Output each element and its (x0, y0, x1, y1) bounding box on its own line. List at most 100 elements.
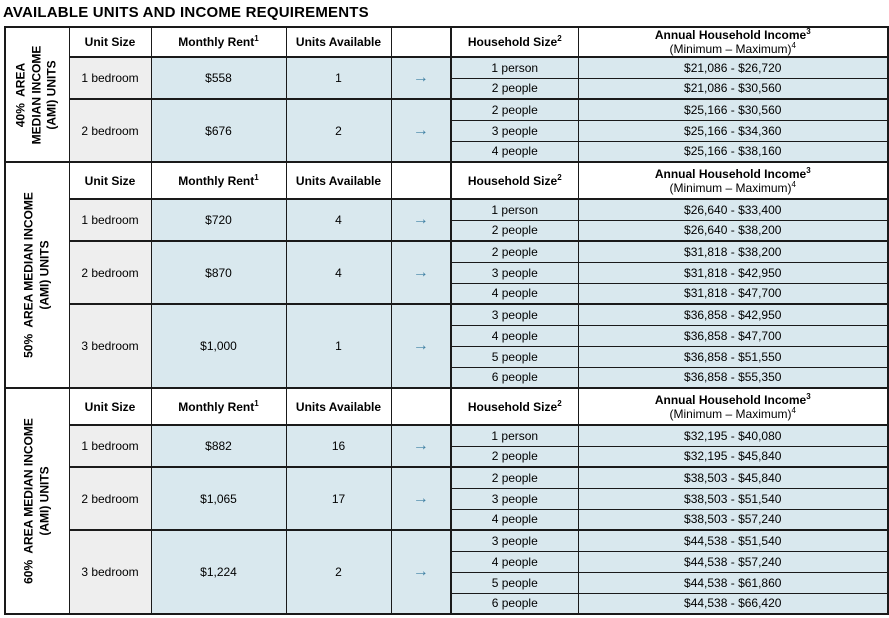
units-available-cell: 1 (285, 56, 392, 100)
unit-size-cell: 1 bedroom (68, 198, 152, 242)
right-arrow-icon: → (412, 337, 429, 354)
unit-size-cell: 3 bedroom (68, 529, 152, 615)
income-range-cell: $32,195 - $45,840 (577, 445, 889, 468)
units-available-cell: 17 (285, 466, 392, 531)
col-header-income: Annual Household Income3 (Minimum – Maxim… (577, 161, 889, 200)
col-header-unit-size: Unit Size (68, 161, 152, 200)
household-size-cell: 5 people (450, 571, 579, 594)
right-arrow-icon: → (412, 121, 429, 139)
ami-section-50-ami: 50% AREA MEDIAN INCOME (AMI) UNITS Unit Si… (4, 161, 889, 389)
ami-group-label: 60% AREA MEDIAN INCOME (AMI) UNITS (4, 387, 70, 615)
col-header-unit-size: Unit Size (68, 26, 152, 58)
col-header-monthly-rent: Monthly Rent1 (150, 387, 287, 426)
unit-size-cell: 2 bedroom (68, 240, 152, 305)
household-size-cell: 3 people (450, 261, 579, 284)
units-available-cell: 4 (285, 240, 392, 305)
right-arrow-icon: → (412, 437, 429, 454)
monthly-rent-cell: $558 (150, 56, 287, 100)
monthly-rent-cell: $676 (150, 98, 287, 163)
household-size-cell: 2 people (450, 466, 579, 489)
arrow-cell: → (390, 56, 452, 100)
col-header-income: Annual Household Income3 (Minimum – Maxim… (577, 387, 889, 426)
income-range-cell: $25,166 - $34,360 (577, 119, 889, 142)
arrow-cell: → (390, 529, 452, 615)
col-header-household-size: Household Size2 (450, 161, 579, 200)
arrow-cell: → (390, 466, 452, 531)
household-size-cell: 4 people (450, 508, 579, 531)
household-size-cell: 4 people (450, 282, 579, 305)
right-arrow-icon: → (412, 263, 429, 281)
units-income-table: 40% AREA MEDIAN INCOME (AMI) UNITS Unit Siz… (0, 26, 889, 615)
ami-group-label: 40% AREA MEDIAN INCOME (AMI) UNITS (4, 26, 70, 163)
household-size-cell: 1 person (450, 198, 579, 221)
income-range-cell: $38,503 - $45,840 (577, 466, 889, 489)
household-size-cell: 2 people (450, 219, 579, 242)
units-available-cell: 2 (285, 98, 392, 163)
unit-size-cell: 1 bedroom (68, 424, 152, 468)
household-size-cell: 3 people (450, 303, 579, 326)
monthly-rent-cell: $1,000 (150, 303, 287, 389)
income-range-cell: $36,858 - $47,700 (577, 324, 889, 347)
income-range-cell: $26,640 - $38,200 (577, 219, 889, 242)
income-range-cell: $21,086 - $30,560 (577, 77, 889, 100)
unit-size-cell: 3 bedroom (68, 303, 152, 389)
units-available-cell: 16 (285, 424, 392, 468)
income-range-cell: $44,538 - $61,860 (577, 571, 889, 594)
monthly-rent-cell: $720 (150, 198, 287, 242)
household-size-cell: 6 people (450, 592, 579, 615)
income-range-cell: $36,858 - $51,550 (577, 345, 889, 368)
monthly-rent-cell: $882 (150, 424, 287, 468)
arrow-cell: → (390, 240, 452, 305)
col-header-units-available: Units Available (285, 161, 392, 200)
income-range-cell: $44,538 - $66,420 (577, 592, 889, 615)
household-size-cell: 1 person (450, 424, 579, 447)
col-header-arrow (390, 161, 452, 200)
income-range-cell: $25,166 - $30,560 (577, 98, 889, 121)
household-size-cell: 2 people (450, 77, 579, 100)
household-size-cell: 1 person (450, 56, 579, 79)
income-range-cell: $21,086 - $26,720 (577, 56, 889, 79)
unit-size-cell: 2 bedroom (68, 98, 152, 163)
household-size-cell: 4 people (450, 324, 579, 347)
arrow-cell: → (390, 424, 452, 468)
household-size-cell: 4 people (450, 550, 579, 573)
units-available-cell: 1 (285, 303, 392, 389)
right-arrow-icon: → (412, 489, 429, 507)
arrow-cell: → (390, 98, 452, 163)
household-size-cell: 6 people (450, 366, 579, 389)
col-header-arrow (390, 387, 452, 426)
unit-size-cell: 2 bedroom (68, 466, 152, 531)
col-header-unit-size: Unit Size (68, 387, 152, 426)
income-range-cell: $31,818 - $38,200 (577, 240, 889, 263)
right-arrow-icon: → (412, 563, 429, 580)
ami-section-60-ami: 60% AREA MEDIAN INCOME (AMI) UNITS Unit Si… (4, 387, 889, 615)
household-size-cell: 4 people (450, 140, 579, 163)
col-header-household-size: Household Size2 (450, 26, 579, 58)
page-title: AVAILABLE UNITS AND INCOME REQUIREMENTS (3, 4, 369, 21)
right-arrow-icon: → (412, 211, 429, 228)
income-range-cell: $44,538 - $51,540 (577, 529, 889, 552)
col-header-household-size: Household Size2 (450, 387, 579, 426)
household-size-cell: 2 people (450, 445, 579, 468)
units-available-cell: 2 (285, 529, 392, 615)
income-range-cell: $26,640 - $33,400 (577, 198, 889, 221)
household-size-cell: 2 people (450, 98, 579, 121)
col-header-monthly-rent: Monthly Rent1 (150, 161, 287, 200)
monthly-rent-cell: $870 (150, 240, 287, 305)
units-available-cell: 4 (285, 198, 392, 242)
ami-group-label: 50% AREA MEDIAN INCOME (AMI) UNITS (4, 161, 70, 389)
income-range-cell: $44,538 - $57,240 (577, 550, 889, 573)
income-range-cell: $25,166 - $38,160 (577, 140, 889, 163)
household-size-cell: 3 people (450, 119, 579, 142)
col-header-units-available: Units Available (285, 26, 392, 58)
col-header-units-available: Units Available (285, 387, 392, 426)
income-range-cell: $32,195 - $40,080 (577, 424, 889, 447)
income-range-cell: $31,818 - $42,950 (577, 261, 889, 284)
arrow-cell: → (390, 198, 452, 242)
income-range-cell: $31,818 - $47,700 (577, 282, 889, 305)
household-size-cell: 3 people (450, 529, 579, 552)
monthly-rent-cell: $1,065 (150, 466, 287, 531)
unit-size-cell: 1 bedroom (68, 56, 152, 100)
arrow-cell: → (390, 303, 452, 389)
